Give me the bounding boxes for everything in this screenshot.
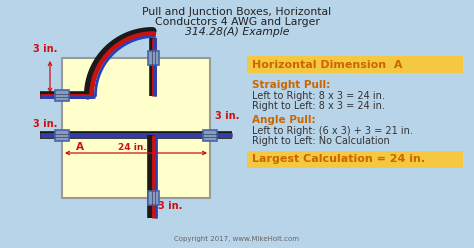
Text: Copyright 2017, www.MikeHolt.com: Copyright 2017, www.MikeHolt.com: [174, 236, 300, 242]
Text: 3 in.: 3 in.: [33, 44, 57, 54]
FancyBboxPatch shape: [55, 90, 69, 101]
Text: 3 in.: 3 in.: [158, 201, 182, 211]
Text: Straight Pull:: Straight Pull:: [252, 80, 330, 90]
Text: Right to Left: 8 x 3 = 24 in.: Right to Left: 8 x 3 = 24 in.: [252, 101, 385, 111]
Text: 314.28(A) Example: 314.28(A) Example: [185, 27, 289, 37]
Text: Pull and Junction Boxes, Horizontal: Pull and Junction Boxes, Horizontal: [143, 7, 331, 17]
FancyBboxPatch shape: [148, 51, 159, 65]
FancyBboxPatch shape: [247, 151, 463, 168]
Text: Left to Right: (6 x 3) + 3 = 21 in.: Left to Right: (6 x 3) + 3 = 21 in.: [252, 126, 413, 136]
Text: Conductors 4 AWG and Larger: Conductors 4 AWG and Larger: [155, 17, 319, 27]
FancyBboxPatch shape: [55, 129, 69, 141]
FancyBboxPatch shape: [148, 191, 159, 205]
FancyBboxPatch shape: [247, 56, 463, 73]
Text: 24 in.: 24 in.: [118, 143, 147, 152]
Text: Right to Left: No Calculation: Right to Left: No Calculation: [252, 136, 390, 146]
Text: Left to Right: 8 x 3 = 24 in.: Left to Right: 8 x 3 = 24 in.: [252, 91, 385, 101]
Text: 3 in.: 3 in.: [33, 119, 57, 129]
Text: Largest Calculation = 24 in.: Largest Calculation = 24 in.: [252, 155, 425, 164]
Text: 3 in.: 3 in.: [215, 111, 239, 121]
Text: Angle Pull:: Angle Pull:: [252, 115, 316, 125]
Text: Horizontal Dimension  A: Horizontal Dimension A: [252, 60, 402, 69]
FancyBboxPatch shape: [203, 129, 217, 141]
Text: A: A: [76, 142, 84, 152]
FancyBboxPatch shape: [62, 58, 210, 198]
